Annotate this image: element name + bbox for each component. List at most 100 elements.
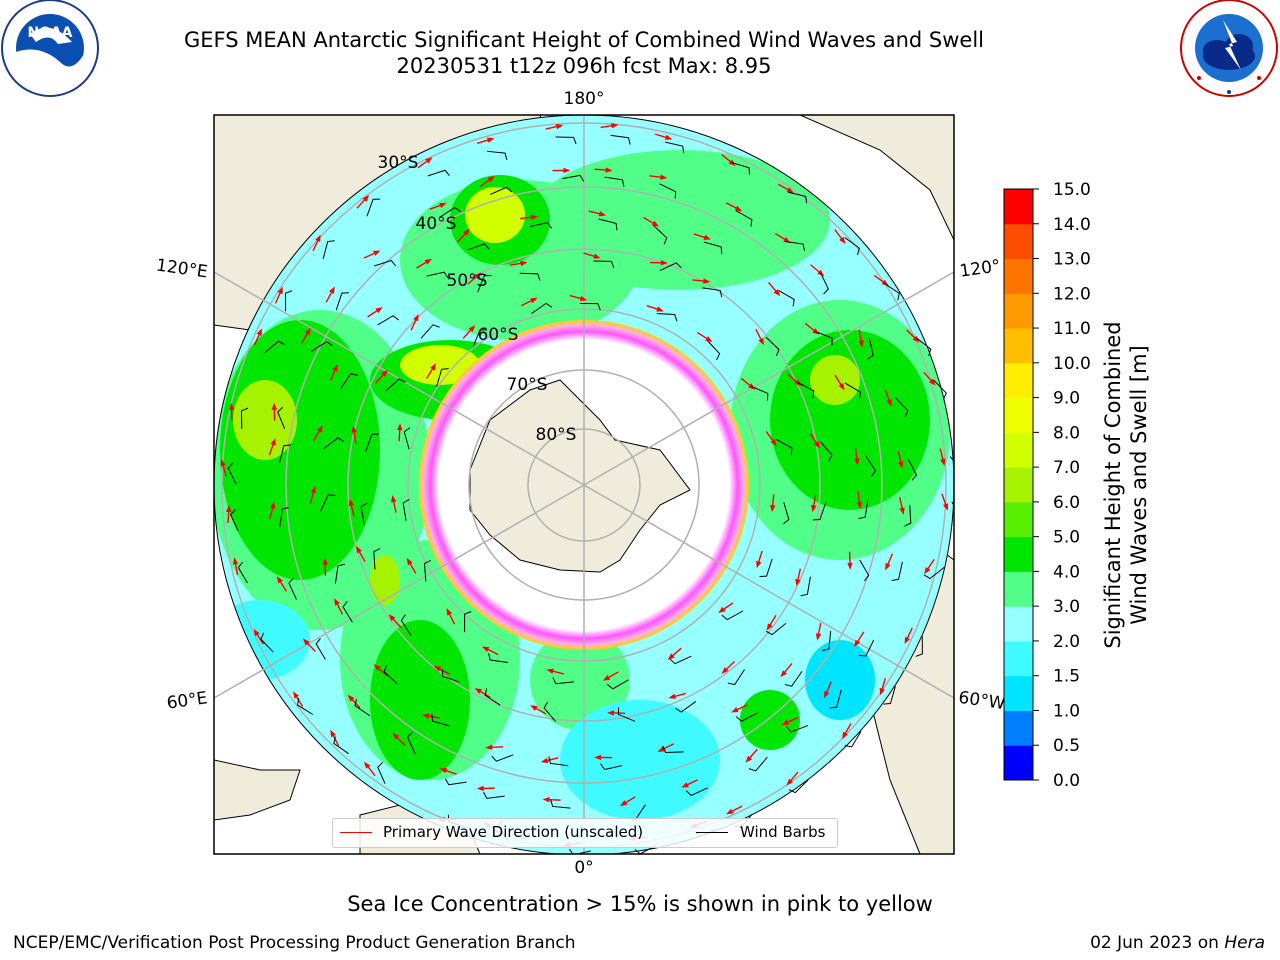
wave-direction-arrowhead <box>734 205 743 212</box>
wind-barb <box>423 559 432 582</box>
wind-barb <box>604 176 625 187</box>
wave-direction-arrowhead <box>813 441 820 449</box>
wave-direction-arrowhead <box>540 757 549 764</box>
wind-barb <box>403 427 411 450</box>
lat-label-80s: 80°S <box>536 425 577 445</box>
wind-barb <box>617 707 636 722</box>
wave-direction-arrowhead <box>304 327 311 336</box>
wind-barb <box>883 283 900 301</box>
wave-direction-arrowhead <box>756 560 762 569</box>
wind-barb <box>400 614 412 636</box>
wind-barb <box>736 210 753 227</box>
colorbar-segment <box>1004 710 1033 746</box>
colorbar-title: Significant Height of Combined Wind Wave… <box>1100 285 1160 685</box>
colorbar-segment <box>1004 501 1033 538</box>
wind-barb <box>552 677 574 685</box>
wave-direction-arrowhead <box>530 297 538 304</box>
wind-barb <box>904 505 912 527</box>
wind-barb <box>894 397 909 418</box>
lat-label-40s: 40°S <box>416 214 457 234</box>
wave-direction-arrowhead <box>773 289 781 297</box>
wind-barb <box>797 381 815 398</box>
wind-barb <box>759 558 773 578</box>
wave-direction-arrowhead <box>292 691 300 699</box>
wave-direction-arrowhead <box>619 800 628 807</box>
wave-direction-arrows <box>220 123 949 848</box>
wind-barb <box>555 136 577 145</box>
wind-barb <box>322 240 335 260</box>
lat-label-60s: 60°S <box>478 325 519 345</box>
wind-barb <box>593 260 615 269</box>
colorbar-segment <box>1004 606 1033 642</box>
wind-barb <box>360 502 368 525</box>
wind-barb <box>483 791 505 799</box>
wind-barb <box>285 290 293 312</box>
wave-direction-arrowhead <box>270 438 276 446</box>
nws-logo <box>1180 0 1278 97</box>
wave-direction-arrowhead <box>322 557 328 565</box>
wind-barb <box>858 499 869 520</box>
wave-direction-arrowhead <box>430 363 437 371</box>
wind-barb <box>907 458 918 481</box>
wave-direction-arrowhead <box>598 211 607 217</box>
wave-direction-arrowhead <box>838 383 845 391</box>
map-frame <box>213 114 955 855</box>
wave-direction-arrowhead <box>530 214 538 220</box>
lon-label-180: 180° <box>564 89 605 109</box>
wind-barb <box>334 563 345 584</box>
wind-barb <box>598 218 618 231</box>
wave-direction-arrowhead <box>924 567 931 575</box>
wind-barb <box>373 548 381 570</box>
wave-direction-arrowhead <box>842 731 848 740</box>
wind-barb <box>703 241 723 254</box>
wave-direction-arrowhead <box>854 458 860 466</box>
wind-barb <box>229 509 239 532</box>
wave-direction-arrowhead <box>824 690 830 699</box>
wave-height-field <box>214 115 954 854</box>
wind-barb <box>529 222 552 229</box>
wave-direction-arrowhead <box>330 729 336 738</box>
wind-barb <box>748 756 768 772</box>
wind-barb <box>669 655 692 665</box>
wave-direction-arrowhead <box>439 768 447 774</box>
wind-barb <box>891 561 903 581</box>
footer-credit: NCEP/EMC/Verification Post Processing Pr… <box>13 933 576 953</box>
wave-direction-arrowhead <box>703 234 711 240</box>
wave-direction-arrowhead <box>474 272 482 280</box>
wind-barb <box>685 787 708 797</box>
colorbar-tick-label: 13.0 <box>1053 250 1091 270</box>
wave-direction-arrowhead <box>602 675 611 681</box>
wind-barb <box>227 462 237 485</box>
wind-barb <box>333 736 349 755</box>
wave-direction-arrowhead <box>745 755 753 763</box>
wave-direction-arrowhead <box>563 167 571 174</box>
wind-barb <box>784 671 803 687</box>
wave-direction-arrowhead <box>373 250 381 256</box>
wind-barb <box>377 315 399 326</box>
wave-direction-arrowhead <box>766 623 773 631</box>
wind-barb <box>607 679 629 690</box>
colorbar-tick-label: 9.0 <box>1053 389 1080 409</box>
wind-barb <box>296 697 314 715</box>
wave-direction-arrowhead <box>770 505 776 513</box>
wind-barb <box>487 150 508 161</box>
wind-barb <box>420 324 440 339</box>
wind-barb <box>365 433 379 452</box>
wind-barb <box>444 778 467 786</box>
wind-barb <box>320 494 336 512</box>
wave-direction-arrowhead <box>520 260 528 267</box>
wind-barb <box>491 754 514 762</box>
map-legend: Primary Wave Direction (unscaled) Wind B… <box>332 818 838 848</box>
wave-direction-arrowhead <box>355 545 362 554</box>
wave-direction-arrowhead <box>811 504 817 513</box>
wind-barb <box>484 688 501 706</box>
colorbar-segment <box>1004 675 1033 711</box>
colorbar-segment <box>1004 397 1033 433</box>
wave-direction-arrowhead <box>332 364 338 372</box>
wind-barb <box>923 566 945 580</box>
wind-barb <box>800 576 811 597</box>
wind-barb <box>665 141 685 154</box>
wind-barb <box>867 337 874 360</box>
colorbar-tick-label: 0.0 <box>1053 771 1080 791</box>
wind-barb <box>427 169 450 177</box>
